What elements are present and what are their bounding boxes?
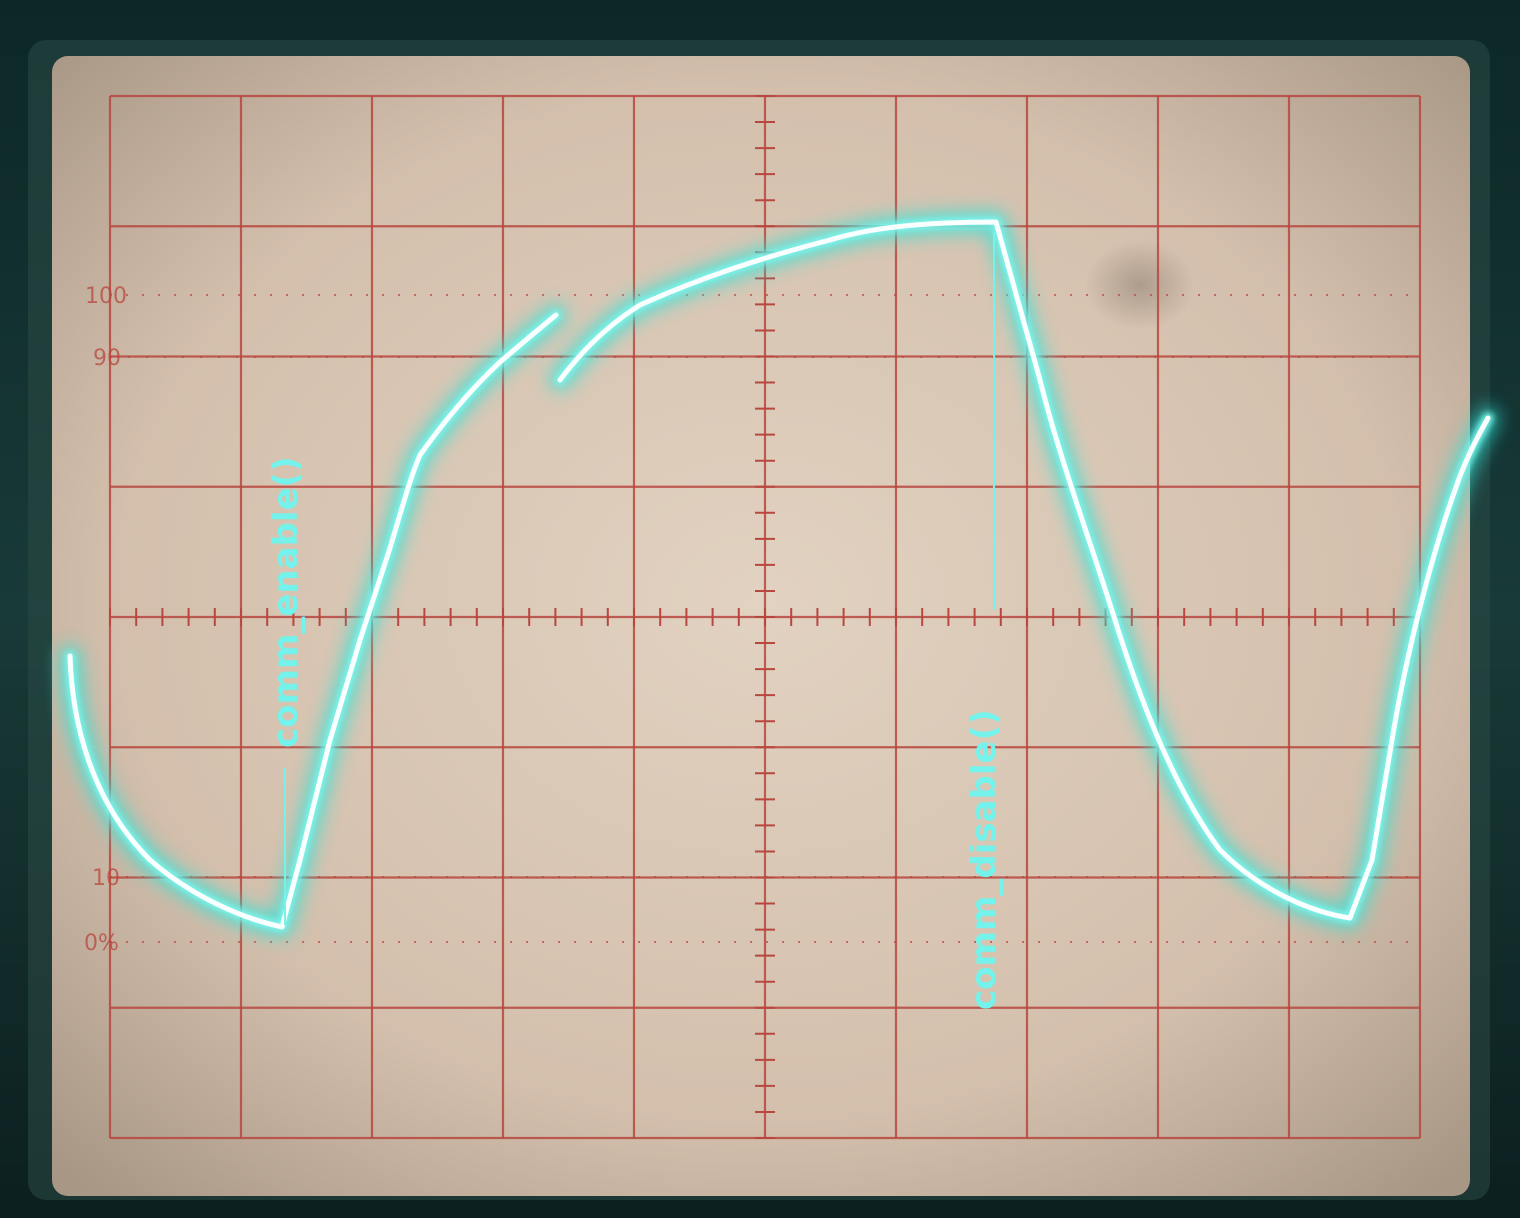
comm-disable-label: comm_disable() bbox=[964, 709, 1004, 1010]
waveform-trace bbox=[59, 211, 1499, 938]
scale-label: 0% bbox=[84, 931, 119, 956]
graticule bbox=[108, 94, 1422, 1140]
scale-labels: 100 90 10 0% bbox=[84, 284, 127, 956]
comm-enable-annotation: comm_enable() bbox=[266, 456, 306, 925]
comm-disable-annotation: comm_disable() bbox=[964, 232, 1004, 1010]
comm-enable-label: comm_enable() bbox=[266, 456, 306, 748]
scale-label: 100 bbox=[85, 284, 127, 309]
scale-label: 10 bbox=[92, 866, 120, 891]
screen-smudge bbox=[1085, 240, 1195, 330]
crt-screen bbox=[52, 56, 1470, 1196]
scale-label: 90 bbox=[93, 346, 121, 371]
trace-line bbox=[67, 219, 1491, 930]
